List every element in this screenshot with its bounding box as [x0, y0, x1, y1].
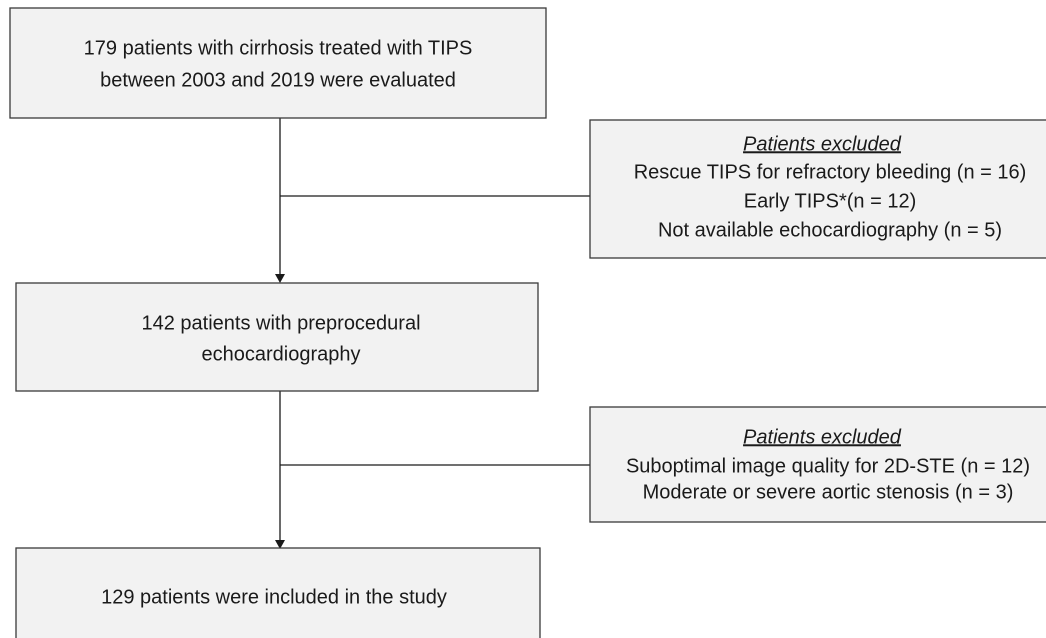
box-text: 179 patients with cirrhosis treated with…	[84, 37, 473, 59]
arrowhead	[275, 540, 285, 549]
box-text: echocardiography	[202, 343, 361, 365]
box	[9, 7, 547, 119]
exclusion-text: Moderate or severe aortic stenosis (n = …	[643, 481, 1014, 503]
exclusion-title: Patients excluded	[743, 133, 902, 155]
box-text: between 2003 and 2019 were evaluated	[100, 69, 456, 91]
exclusion-box	[589, 406, 1046, 523]
arrowhead	[275, 274, 285, 283]
exclusion-text: Early TIPS*(n = 12)	[744, 190, 916, 212]
box	[15, 282, 539, 392]
exclusion-title: Patients excluded	[743, 426, 902, 448]
box-text: 129 patients were included in the study	[101, 586, 447, 608]
exclusion-text: Rescue TIPS for refractory bleeding (n =…	[634, 161, 1027, 183]
box-text: 142 patients with preprocedural	[141, 312, 420, 334]
exclusion-box	[589, 119, 1046, 259]
exclusion-text: Not available echocardiography (n = 5)	[658, 219, 1002, 241]
exclusion-text: Suboptimal image quality for 2D-STE (n =…	[626, 455, 1030, 477]
box	[15, 547, 541, 638]
